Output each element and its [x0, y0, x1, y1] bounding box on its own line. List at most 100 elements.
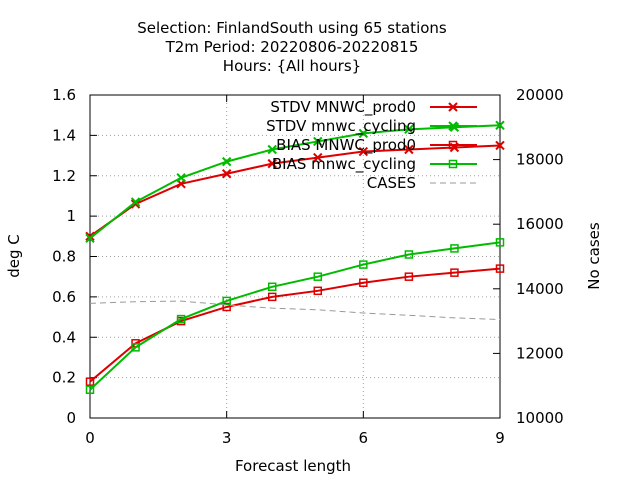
series-0 — [85, 140, 505, 242]
point-marker-x — [358, 128, 369, 139]
y-axis-label: deg C — [5, 234, 23, 278]
title-line-3: Hours: {All hours} — [223, 57, 361, 75]
point-marker-x — [267, 158, 277, 169]
marker-stroke — [448, 102, 458, 112]
point-marker-x — [221, 156, 232, 167]
marker-stroke — [358, 146, 369, 157]
marker-stroke — [448, 121, 458, 131]
y-tick-label: 1.4 — [52, 126, 76, 144]
y2-axis-label: No cases — [585, 222, 603, 290]
point-marker-square — [222, 296, 231, 306]
x-tick-label: 9 — [495, 429, 505, 447]
point-marker-square — [267, 292, 277, 302]
marker-stroke — [267, 144, 277, 155]
y-tick-label: 0.4 — [52, 328, 76, 346]
series-line — [89, 124, 501, 240]
point-marker-square — [85, 377, 95, 386]
point-marker-square — [267, 282, 277, 292]
y2-tick-label: 12000 — [516, 344, 564, 362]
point-marker-square — [450, 244, 459, 253]
y2-tick-label: 20000 — [516, 86, 564, 104]
marker-stroke — [267, 158, 277, 169]
series-line — [89, 300, 501, 320]
legend-label: BIAS mnwc_cycling — [272, 155, 416, 174]
legend-label: STDV MNWC_prod0 — [270, 98, 416, 117]
series-line — [89, 241, 501, 391]
marker-stroke — [130, 197, 141, 207]
point-marker-x — [176, 173, 186, 183]
x-tick-label: 0 — [85, 429, 95, 447]
y2-tick-label: 16000 — [516, 215, 564, 233]
marker-stroke — [404, 124, 414, 135]
x-tick-label: 6 — [359, 429, 369, 447]
y-axis-ticks: 0 0.2 0.4 0.6 0.8 1 1.2 1.4 1.6 — [52, 86, 97, 427]
marker-stroke — [85, 233, 95, 244]
point-marker-square — [359, 260, 368, 269]
point-marker-square — [176, 314, 186, 324]
marker-stroke — [221, 156, 232, 167]
y-tick-label: 0.2 — [52, 369, 76, 387]
point-marker-x — [495, 140, 505, 151]
point-marker-square — [495, 238, 505, 247]
marker-stroke — [404, 144, 414, 155]
title-line-1: Selection: FinlandSouth using 65 station… — [137, 19, 447, 37]
y-tick-label: 0.8 — [52, 248, 76, 266]
point-marker-square — [85, 385, 95, 394]
point-marker-x — [448, 102, 458, 112]
y-tick-label: 1.6 — [52, 86, 76, 104]
legend-label: BIAS MNWC_prod0 — [276, 136, 416, 155]
marker-stroke — [495, 120, 505, 130]
point-marker-x — [85, 231, 95, 242]
y2-tick-label: 14000 — [516, 280, 564, 298]
legend-label: CASES — [367, 174, 416, 192]
marker-stroke — [313, 152, 323, 163]
chart-title: Selection: FinlandSouth using 65 station… — [137, 19, 447, 75]
point-marker-x — [404, 124, 414, 135]
y-tick-label: 0.6 — [52, 288, 76, 306]
x-axis-label: Forecast length — [235, 457, 351, 475]
x-tick-label: 3 — [222, 429, 232, 447]
series-3 — [85, 238, 505, 394]
point-marker-x — [313, 136, 323, 147]
series-1 — [85, 120, 505, 244]
point-marker-square — [448, 159, 458, 169]
marker-stroke — [313, 136, 323, 147]
y-tick-label: 0 — [66, 409, 76, 427]
point-marker-square — [404, 250, 414, 259]
point-marker-square — [359, 278, 368, 287]
marker-stroke — [221, 169, 232, 179]
point-marker-x — [130, 197, 141, 207]
point-marker-square — [313, 286, 323, 296]
series-2 — [85, 264, 505, 386]
y-tick-label: 1.2 — [52, 167, 76, 185]
point-marker-x — [267, 144, 277, 155]
point-marker-square — [448, 140, 458, 150]
marker-stroke — [358, 128, 369, 139]
point-marker-square — [222, 302, 231, 312]
point-marker-square — [313, 272, 323, 281]
title-line-2: T2m Period: 20220806-20220815 — [165, 38, 419, 56]
point-marker-x — [313, 152, 323, 163]
marker-stroke — [176, 173, 186, 183]
marker-stroke — [85, 231, 95, 242]
point-marker-square — [404, 272, 414, 281]
point-marker-x — [358, 146, 369, 157]
point-marker-x — [221, 169, 232, 179]
grid — [90, 95, 500, 418]
x-axis-ticks: 0 3 6 9 — [85, 95, 505, 447]
point-marker-square — [495, 264, 505, 273]
series-4 — [89, 300, 501, 320]
series-group — [85, 120, 505, 394]
point-marker-x — [404, 144, 414, 155]
y2-tick-label: 18000 — [516, 151, 564, 169]
point-marker-x — [85, 233, 95, 244]
point-marker-x — [495, 120, 505, 130]
point-marker-square — [450, 268, 459, 277]
series-line — [89, 267, 501, 383]
y2-axis-ticks: 10000 12000 14000 16000 18000 20000 — [493, 86, 564, 427]
point-marker-square — [131, 343, 140, 352]
point-marker-x — [448, 121, 458, 131]
y-tick-label: 1 — [66, 207, 76, 225]
